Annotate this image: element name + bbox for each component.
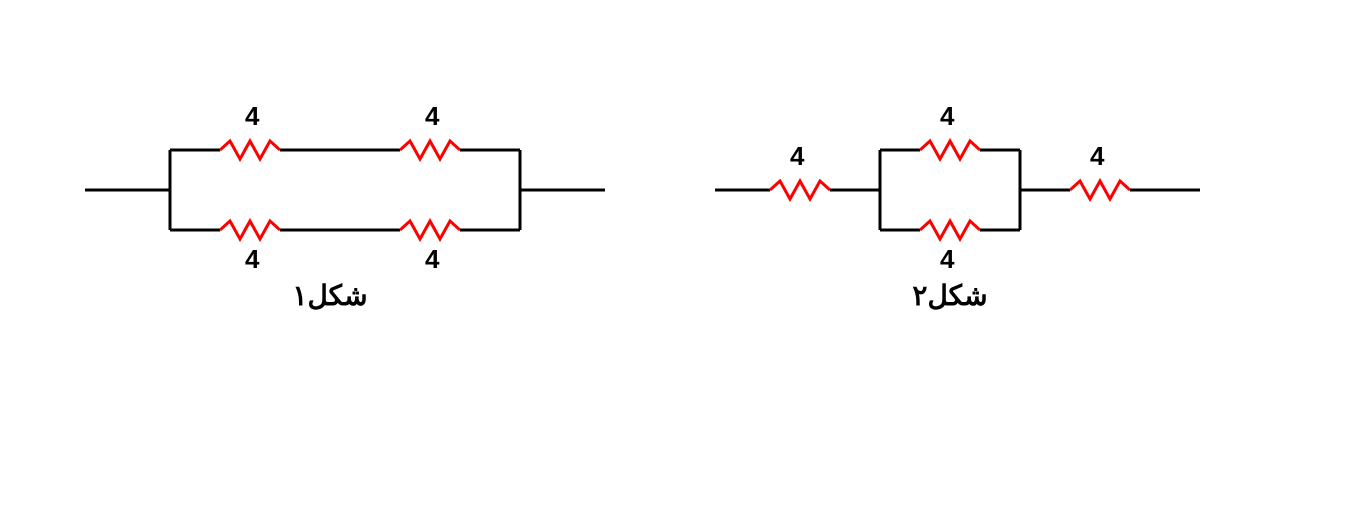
fig1-r4-label: 4	[425, 244, 440, 274]
circuit-diagram-canvas: 4 4 4 4 شکل۱ 4 4 4 4 شک	[0, 0, 1360, 523]
fig2-series-right-label: 4	[1090, 141, 1105, 171]
fig2-resistor-series-right	[1070, 181, 1130, 199]
fig1-r1-label: 4	[245, 101, 260, 131]
fig2-series-left-label: 4	[790, 141, 805, 171]
fig2-resistor-series-left	[770, 181, 830, 199]
fig1-resistor-r4	[400, 221, 460, 239]
figure-2: 4 4 4 4 شکل۲	[715, 101, 1200, 311]
fig2-resistor-par-top	[920, 141, 980, 159]
figure-1: 4 4 4 4 شکل۱	[85, 101, 605, 311]
fig2-caption: شکل۲	[912, 280, 987, 311]
fig2-par-top-label: 4	[940, 101, 955, 131]
fig1-resistor-r2	[400, 141, 460, 159]
fig2-par-bot-label: 4	[940, 244, 955, 274]
fig2-resistor-par-bot	[920, 221, 980, 239]
fig1-resistor-r1	[220, 141, 280, 159]
fig1-resistor-r3	[220, 221, 280, 239]
fig1-r2-label: 4	[425, 101, 440, 131]
fig1-r3-label: 4	[245, 244, 260, 274]
fig1-caption: شکل۱	[292, 280, 367, 311]
